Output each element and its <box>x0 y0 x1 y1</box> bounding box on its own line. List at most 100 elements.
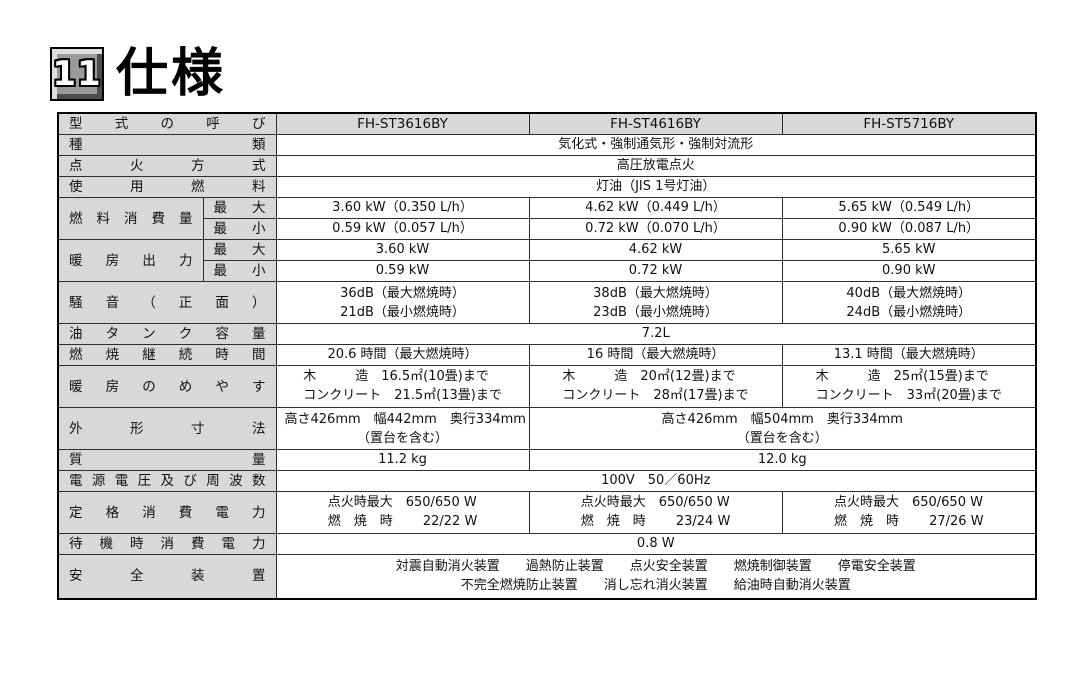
fuel-consumption-label: 燃 料 消 費 量 <box>57 197 204 240</box>
noise-value-1-line1: 36dB（最大燃焼時） <box>340 285 465 301</box>
safety-line1: 対震自動消火装置 過熱防止装置 点火安全装置 燃焼制御装置 停電安全装置 <box>395 559 916 575</box>
coverage-2: 木 造 20㎡(12畳)まで コンクリート 28㎡(17畳)まで <box>528 365 783 408</box>
dimensions-merged-line2: （置台を含む） <box>736 430 828 446</box>
row-tank: 油 タ ン ク 容 量 7.2L <box>57 323 1037 345</box>
row-fuel-consumption-max: 燃 料 消 費 量 最 大 3.60 kW（0.350 L/h） 4.62 kW… <box>57 197 1037 240</box>
weight-1: 11.2 kg <box>275 449 530 471</box>
ignition-value: 高圧放電点火 <box>275 155 1037 177</box>
heating-output-min-3: 0.90 kW <box>781 260 1037 282</box>
noise-value-2-line2: 23dB（最小燃焼時） <box>593 304 718 320</box>
safety-line2: 不完全燃焼防止装置 消し忘れ消火装置 給油時自動消火装置 <box>460 578 851 594</box>
heating-output-min-2: 0.72 kW <box>528 260 783 282</box>
rated-power-2-line1: 点火時最大 650/650 W <box>580 495 730 510</box>
page-title: 仕様 <box>116 44 227 104</box>
fuel-value: 灯油（JIS 1号灯油） <box>275 176 1037 198</box>
coverage-3-line1: 木 造 25㎡(15畳)まで <box>815 369 989 384</box>
rated-power-1-line2: 燃 焼 時 22/22 W <box>327 514 478 529</box>
weight-label: 質 量 <box>57 449 277 471</box>
row-ignition: 点 火 方 式 高圧放電点火 <box>57 155 1037 177</box>
row-noise: 騒 音 （ 正 面 ） 36dB（最大燃焼時） 21dB（最小燃焼時） 38dB… <box>57 281 1037 324</box>
burn-time-1: 20.6 時間（最大燃焼時） <box>275 344 530 366</box>
safety-value: 対震自動消火装置 過熱防止装置 点火安全装置 燃焼制御装置 停電安全装置 不完全… <box>275 554 1037 599</box>
coverage-1-block: 木 造 16.5㎡(10畳)まで コンクリート 21.5㎡(13畳)まで <box>303 367 502 405</box>
dimensions-1-line1: 高さ426mm 幅442mm 奥行334mm <box>284 411 526 427</box>
fuel-consumption-max-1: 3.60 kW（0.350 L/h） <box>275 197 530 219</box>
noise-value-3-line2: 24dB（最小燃焼時） <box>846 304 972 320</box>
section-header: 11 仕様 <box>50 46 1080 102</box>
coverage-2-line2: コンクリート 28㎡(17畳)まで <box>562 388 749 403</box>
section-number-badge: 11 <box>50 47 104 101</box>
row-weight: 質 量 11.2 kg 12.0 kg <box>57 449 1037 471</box>
row-safety: 安 全 装 置 対震自動消火装置 過熱防止装置 点火安全装置 燃焼制御装置 停電… <box>57 554 1037 599</box>
noise-value-2-line1: 38dB（最大燃焼時） <box>593 285 718 301</box>
dimensions-label: 外 形 寸 法 <box>57 407 277 450</box>
model-row-label: 型 式 の 呼 び <box>57 112 277 135</box>
heating-output-max-1: 3.60 kW <box>275 239 530 261</box>
coverage-3-block: 木 造 25㎡(15畳)まで コンクリート 33㎡(20畳)まで <box>816 367 1002 405</box>
row-burn-time: 燃 焼 継 続 時 間 20.6 時間（最大燃焼時） 16 時間（最大燃焼時） … <box>57 344 1037 366</box>
heating-output-min-label: 最 小 <box>202 260 277 282</box>
heating-output-max-3: 5.65 kW <box>781 239 1037 261</box>
noise-label: 騒 音 （ 正 面 ） <box>57 281 277 324</box>
rated-power-2-line2: 燃 焼 時 23/24 W <box>580 514 731 529</box>
model-name-2: FH-ST4616BY <box>528 112 783 135</box>
type-label: 種 類 <box>57 134 277 156</box>
noise-value-2: 38dB（最大燃焼時） 23dB（最小燃焼時） <box>528 281 783 324</box>
row-heating-output-min: 最 小 0.59 kW 0.72 kW 0.90 kW <box>58 260 1037 282</box>
dimensions-merged-line1: 高さ426mm 幅504mm 奥行334mm <box>661 411 903 427</box>
fuel-consumption-min-3: 0.90 kW（0.087 L/h） <box>781 218 1037 240</box>
tank-value: 7.2L <box>275 323 1037 345</box>
row-coverage: 暖 房 の め や す 木 造 16.5㎡(10畳)まで コンクリート 21.5… <box>57 365 1037 408</box>
rated-power-1: 点火時最大 650/650 W 燃 焼 時 22/22 W <box>275 491 530 534</box>
coverage-1: 木 造 16.5㎡(10畳)まで コンクリート 21.5㎡(13畳)まで <box>275 365 530 408</box>
rated-power-label: 定 格 消 費 電 力 <box>57 491 277 534</box>
noise-value-1: 36dB（最大燃焼時） 21dB（最小燃焼時） <box>275 281 530 324</box>
coverage-1-line2: コンクリート 21.5㎡(13畳)まで <box>303 388 502 403</box>
rated-power-2: 点火時最大 650/650 W 燃 焼 時 23/24 W <box>528 491 783 534</box>
rated-power-3-line2: 燃 焼 時 27/26 W <box>833 514 984 529</box>
coverage-label: 暖 房 の め や す <box>57 365 277 408</box>
heating-output-label: 暖 房 出 力 <box>57 239 204 282</box>
weight-merged: 12.0 kg <box>528 449 1037 471</box>
spec-table: 型 式 の 呼 び FH-ST3616BY FH-ST4616BY FH-ST5… <box>57 112 1038 600</box>
power-supply-label: 電 源 電 圧 及 び 周 波 数 <box>57 470 277 492</box>
burn-time-label: 燃 焼 継 続 時 間 <box>57 344 277 366</box>
rated-power-2-block: 点火時最大 650/650 W 燃 焼 時 23/24 W <box>581 493 731 531</box>
noise-value-3-line1: 40dB（最大燃焼時） <box>846 285 972 301</box>
dimensions-1-line2: （置台を含む） <box>357 430 449 446</box>
ignition-label: 点 火 方 式 <box>57 155 277 177</box>
coverage-2-block: 木 造 20㎡(12畳)まで コンクリート 28㎡(17畳)まで <box>562 367 748 405</box>
heating-output-max-label: 最 大 <box>202 239 277 261</box>
tank-label: 油 タ ン ク 容 量 <box>57 323 277 345</box>
fuel-label: 使 用 燃 料 <box>57 176 277 198</box>
row-rated-power: 定 格 消 費 電 力 点火時最大 650/650 W 燃 焼 時 22/22 … <box>57 491 1037 534</box>
rated-power-1-line1: 点火時最大 650/650 W <box>327 495 477 510</box>
model-name-1: FH-ST3616BY <box>275 112 530 135</box>
row-model: 型 式 の 呼 び FH-ST3616BY FH-ST4616BY FH-ST5… <box>57 112 1037 135</box>
coverage-2-line1: 木 造 20㎡(12畳)まで <box>562 369 736 384</box>
fuel-consumption-max-3: 5.65 kW（0.549 L/h） <box>781 197 1037 219</box>
section-number: 11 <box>52 54 102 94</box>
coverage-3-line2: コンクリート 33㎡(20畳)まで <box>815 388 1002 403</box>
fuel-consumption-max-label: 最 大 <box>202 197 277 219</box>
row-power-supply: 電 源 電 圧 及 び 周 波 数 100V 50／60Hz <box>57 470 1037 492</box>
safety-label: 安 全 装 置 <box>57 554 277 599</box>
standby-power-label: 待 機 時 消 費 電 力 <box>57 533 277 555</box>
coverage-3: 木 造 25㎡(15畳)まで コンクリート 33㎡(20畳)まで <box>781 365 1037 408</box>
burn-time-2: 16 時間（最大燃焼時） <box>528 344 783 366</box>
dimensions-merged: 高さ426mm 幅504mm 奥行334mm （置台を含む） <box>528 407 1037 450</box>
heating-output-max-2: 4.62 kW <box>528 239 783 261</box>
row-fuel-consumption-min: 最 小 0.59 kW（0.057 L/h） 0.72 kW（0.070 L/h… <box>58 218 1037 240</box>
burn-time-3: 13.1 時間（最大燃焼時） <box>781 344 1037 366</box>
row-standby-power: 待 機 時 消 費 電 力 0.8 W <box>57 533 1037 555</box>
rated-power-1-block: 点火時最大 650/650 W 燃 焼 時 22/22 W <box>328 493 478 531</box>
rated-power-3-line1: 点火時最大 650/650 W <box>833 495 983 510</box>
row-dimensions: 外 形 寸 法 高さ426mm 幅442mm 奥行334mm （置台を含む） 高… <box>57 407 1037 450</box>
coverage-1-line1: 木 造 16.5㎡(10畳)まで <box>303 369 489 384</box>
row-heating-output-max: 暖 房 出 力 最 大 3.60 kW 4.62 kW 5.65 kW <box>57 239 1037 282</box>
dimensions-1: 高さ426mm 幅442mm 奥行334mm （置台を含む） <box>275 407 530 450</box>
fuel-consumption-min-1: 0.59 kW（0.057 L/h） <box>275 218 530 240</box>
model-name-3: FH-ST5716BY <box>781 112 1037 135</box>
noise-value-3: 40dB（最大燃焼時） 24dB（最小燃焼時） <box>781 281 1037 324</box>
standby-power-value: 0.8 W <box>275 533 1037 555</box>
